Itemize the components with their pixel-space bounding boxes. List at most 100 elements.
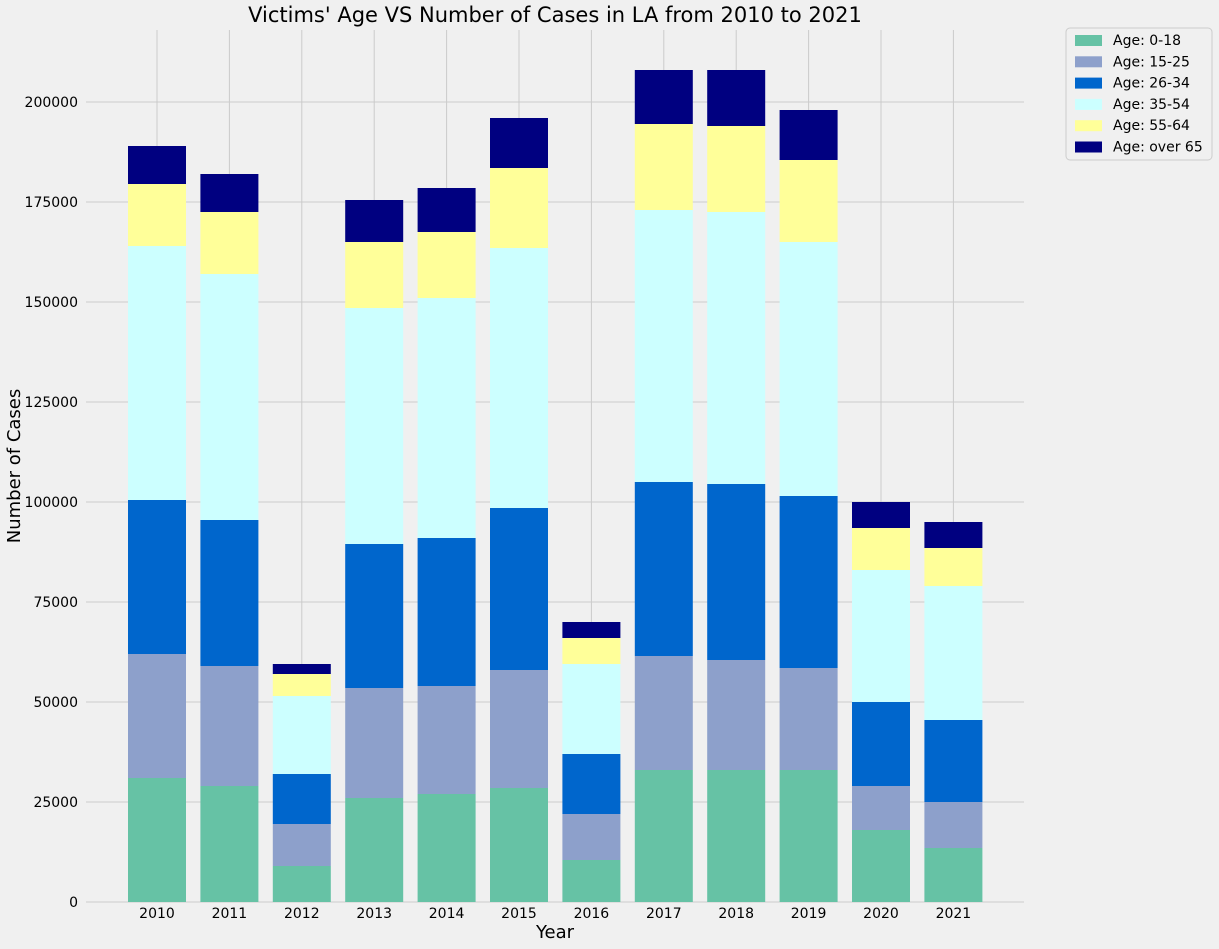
bar-segment (707, 660, 766, 770)
legend-label: Age: 15-25 (1113, 54, 1190, 70)
bar-segment (417, 232, 476, 298)
bar-segment (345, 308, 404, 544)
x-tick-label: 2020 (863, 906, 899, 922)
x-tick-label: 2018 (718, 906, 754, 922)
bar-segment (272, 674, 331, 696)
bar-segment (345, 688, 404, 798)
x-axis-label: Year (535, 922, 575, 943)
legend-label: Age: over 65 (1113, 140, 1203, 156)
y-tick-label: 125000 (25, 395, 78, 411)
series-2 (128, 654, 983, 866)
y-tick-label: 50000 (33, 695, 78, 711)
bar-segment (924, 848, 983, 902)
bar-segment (200, 274, 259, 520)
bar-segment (128, 146, 186, 184)
series-1 (128, 770, 983, 902)
bar-segment (200, 520, 259, 666)
legend-label: Age: 26-34 (1113, 76, 1190, 92)
legend-label: Age: 55-64 (1113, 118, 1190, 134)
bar-segment (852, 528, 910, 570)
bar-segment (345, 544, 404, 688)
series-5 (128, 124, 983, 696)
bar-segment (562, 814, 621, 860)
bar-segment (128, 500, 186, 654)
y-tick-labels: 0 25000 50000 75000 100000 125000 150000 175000… (25, 95, 78, 911)
bar-segment (272, 696, 331, 774)
legend-label: Age: 35-54 (1113, 97, 1190, 113)
bar-segment (345, 798, 404, 902)
bar-segment (852, 830, 910, 902)
bar-segment (634, 210, 693, 482)
x-tick-label: 2019 (791, 906, 827, 922)
x-tick-labels: 2010 2011 2012 2013 2014 2015 2016 2017 2018 2019… (139, 906, 971, 922)
bar-segment (852, 502, 910, 528)
series-3 (128, 482, 983, 824)
bar-segment (490, 248, 548, 508)
bar-segment (924, 586, 983, 720)
bar-segment (562, 622, 621, 638)
y-tick-label: 150000 (25, 295, 78, 311)
y-tick-label: 0 (69, 895, 78, 911)
bar-segment (272, 824, 331, 866)
bar-segment (634, 70, 693, 124)
x-tick-label: 2010 (139, 906, 175, 922)
bar-segment (490, 670, 548, 788)
x-tick-label: 2015 (501, 906, 537, 922)
x-tick-label: 2012 (284, 906, 320, 922)
bar-segment (852, 702, 910, 786)
bar-segment (852, 786, 910, 830)
y-tick-label: 100000 (25, 495, 78, 511)
series-6 (128, 70, 983, 674)
x-tick-label: 2013 (356, 906, 392, 922)
bar-segment (707, 70, 766, 126)
bar-segment (272, 774, 331, 824)
y-tick-label: 75000 (33, 595, 78, 611)
series-4 (128, 210, 983, 774)
bar-segment (490, 118, 548, 168)
legend-swatch (1075, 141, 1102, 153)
bar-segment (562, 860, 621, 902)
bar-segment (272, 866, 331, 902)
bar-segment (200, 666, 259, 786)
bar-segment (562, 754, 621, 814)
x-tick-label: 2016 (574, 906, 610, 922)
legend-swatch (1075, 77, 1102, 89)
bar-segment (200, 786, 259, 902)
legend-label: Age: 0-18 (1113, 33, 1181, 49)
y-axis-label: Number of Cases (4, 389, 25, 544)
bar-segment (417, 298, 476, 538)
bar-segment (924, 522, 983, 548)
x-tick-label: 2021 (936, 906, 972, 922)
bar-segment (490, 168, 548, 248)
bar-segment (562, 664, 621, 754)
bar-segment (634, 482, 693, 656)
bar-segment (924, 720, 983, 802)
bar-segment (490, 508, 548, 670)
bar-segment (707, 212, 766, 484)
bar-segment (417, 794, 476, 902)
legend-swatch (1075, 98, 1102, 110)
bar-segment (128, 654, 186, 778)
bar-segment (272, 664, 331, 674)
bar-segment (562, 638, 621, 664)
bar-segment (707, 770, 766, 902)
y-tick-label: 25000 (33, 795, 78, 811)
bar-segment (417, 686, 476, 794)
bar-segment (128, 184, 186, 246)
bar-segment (128, 778, 186, 902)
legend-swatch (1075, 120, 1102, 132)
bar-segment (779, 770, 838, 902)
bar-segment (779, 496, 838, 668)
bars (128, 70, 983, 902)
bar-segment (779, 668, 838, 770)
bar-segment (345, 200, 404, 242)
bar-segment (128, 246, 186, 500)
bar-segment (634, 656, 693, 770)
bar-segment (634, 124, 693, 210)
bar-segment (490, 788, 548, 902)
bar-segment (707, 126, 766, 212)
legend-box (1065, 27, 1213, 161)
x-tick-label: 2011 (212, 906, 248, 922)
bar-segment (779, 160, 838, 242)
